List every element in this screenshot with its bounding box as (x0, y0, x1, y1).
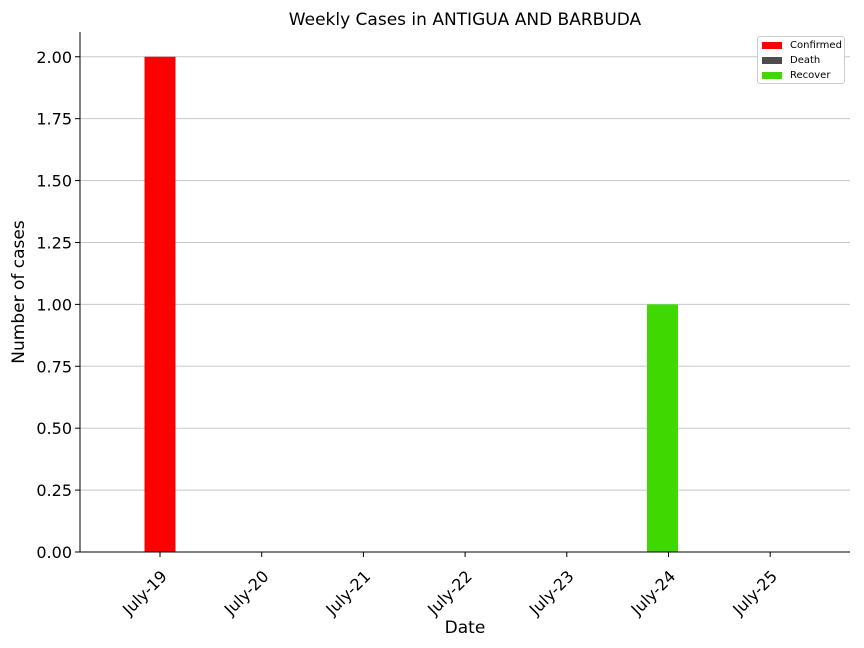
y-tick-label: 0.25 (36, 481, 72, 500)
y-tick-label: 1.50 (36, 172, 72, 191)
legend-swatch-recover (762, 71, 782, 79)
x-ticks: July-19 July-20 July-21 July-22 July-23 July-… (118, 552, 781, 619)
y-tick-label: 1.25 (36, 233, 72, 252)
x-axis-label: Date (445, 618, 486, 638)
y-tick-label: 2.00 (36, 48, 72, 67)
x-tick-label: July-20 (220, 567, 273, 620)
legend-label-confirmed: Confirmed (790, 39, 842, 51)
bars (144, 56, 678, 553)
y-tick-label: 0.75 (36, 357, 72, 376)
y-tick-label: 0.00 (36, 543, 72, 562)
chart-title: Weekly Cases in ANTIGUA AND BARBUDA (289, 10, 642, 30)
y-axis-label: Number of cases (9, 220, 29, 364)
x-tick-label: July-22 (423, 567, 476, 620)
legend-swatch-confirmed (762, 41, 782, 49)
legend-item-death: Death (762, 54, 820, 66)
x-tick-label: July-23 (525, 567, 578, 620)
y-tick-label: 0.50 (36, 419, 72, 438)
legend-item-confirmed: Confirmed (762, 39, 842, 51)
bar-recover-july-24 (647, 304, 678, 552)
y-tick-label: 1.00 (36, 295, 72, 314)
legend-label-death: Death (790, 54, 821, 66)
legend-item-recover: Recover (762, 69, 830, 81)
legend-label-recover: Recover (790, 69, 831, 81)
x-tick-label: July-25 (728, 567, 781, 620)
x-tick-label: July-24 (627, 567, 680, 620)
x-tick-label: July-21 (321, 567, 374, 620)
y-tick-label: 1.75 (36, 110, 72, 129)
legend: Confirmed Death Recover (757, 36, 845, 84)
x-tick-label: July-19 (118, 567, 171, 620)
grid-lines (80, 56, 850, 491)
legend-swatch-death (762, 56, 782, 64)
y-ticks: 0.00 0.25 0.50 0.75 1.00 1.25 1.50 1.75 2.00 (36, 48, 80, 562)
axes (79, 32, 850, 553)
bar-confirmed-july-19 (144, 56, 176, 553)
